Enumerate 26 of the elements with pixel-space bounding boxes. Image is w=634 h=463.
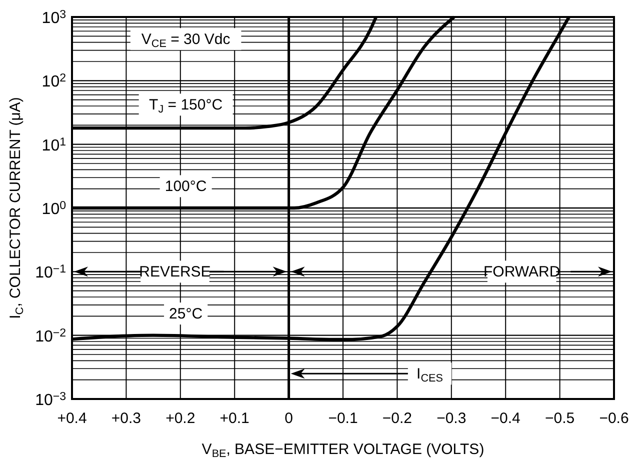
series-label: T$_{J}$ = 150°C — [149, 96, 223, 116]
y-tick-label: 10$^{−1}$ — [35, 264, 66, 282]
x-axis-title: V$_{BE}$, BASE−EMITTER VOLTAGE (VOLTS) — [202, 441, 484, 460]
x-tick-label: +0.2 — [166, 410, 196, 427]
annotation: FORWARD — [484, 264, 560, 281]
series-label: 100°C — [164, 178, 207, 196]
y-tick-label: 10$^{0}$ — [42, 200, 66, 218]
x-tick-label: −0.4 — [490, 410, 520, 427]
y-tick-label: 10$^{2}$ — [42, 72, 66, 91]
y-tick-label: 10$^{−3}$ — [35, 391, 66, 409]
x-tick-label: −0.1 — [328, 410, 358, 427]
x-tick-label: +0.3 — [111, 410, 142, 427]
x-tick-label: −0.2 — [382, 410, 412, 427]
annotation: V$_{CE}$ = 30 Vdc — [141, 31, 231, 50]
x-tick-label: +0.4 — [57, 410, 87, 427]
annotation: REVERSE — [139, 264, 211, 281]
x-tick-label: −0.5 — [544, 410, 575, 427]
x-tick-label: 0 — [284, 410, 293, 427]
y-tick-label: 10$^{3}$ — [42, 9, 66, 27]
y-tick-label: 10$^{1}$ — [42, 136, 66, 154]
x-tick-label: +0.1 — [220, 410, 250, 427]
x-tick-label: −0.3 — [436, 410, 466, 427]
series-label: 25°C — [169, 306, 203, 323]
annotation: I$_{CES}$ — [416, 366, 443, 384]
x-tick-label: −0.6 — [599, 410, 629, 427]
y-tick-label: 10$^{−2}$ — [35, 328, 66, 346]
